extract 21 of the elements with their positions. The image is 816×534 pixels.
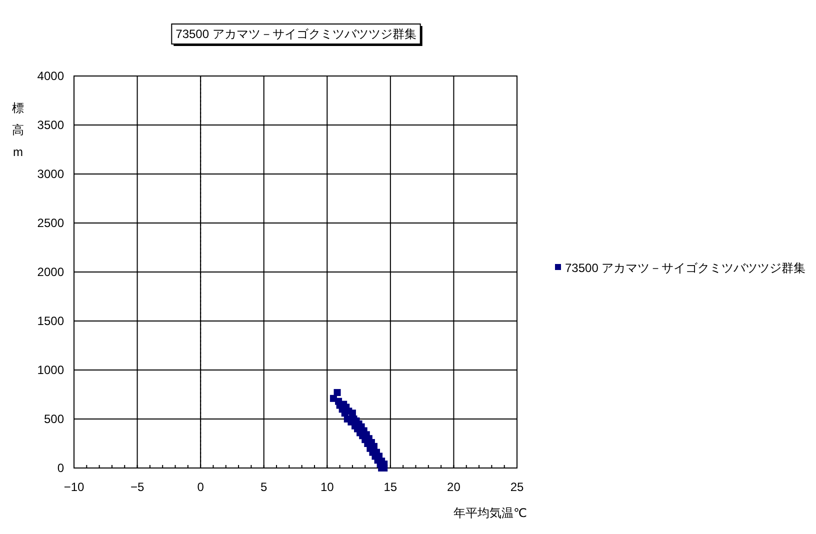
y-tick-label: 500 [44, 412, 64, 426]
y-tick-label: 3500 [37, 118, 64, 132]
y-tick-label: 3000 [37, 167, 64, 181]
y-tick-label: 1500 [37, 314, 64, 328]
legend-label: 73500 アカマツ－サイゴクミツバツツジ群集 [565, 261, 806, 275]
x-tick-label: −10 [64, 480, 84, 494]
y-tick-label: 2000 [37, 265, 64, 279]
x-tick-label: 25 [510, 480, 524, 494]
chart-title: 73500 アカマツ－サイゴクミツバツツジ群集 [176, 27, 416, 41]
x-tick-label: 20 [447, 480, 461, 494]
x-tick-label: −5 [130, 480, 144, 494]
x-tick-label: 5 [260, 480, 268, 494]
y-tick-label: 0 [57, 461, 64, 475]
y-tick-label: 2500 [37, 216, 64, 230]
x-axis-title: 年平均気温℃ [454, 506, 527, 520]
x-tick-label: 15 [384, 480, 398, 494]
x-tick-label: 10 [320, 480, 334, 494]
y-tick-label: 4000 [37, 69, 64, 83]
y-tick-label: 1000 [37, 363, 64, 377]
x-tick-label: 0 [197, 480, 204, 494]
y-axis-title: 標高m [12, 101, 24, 159]
